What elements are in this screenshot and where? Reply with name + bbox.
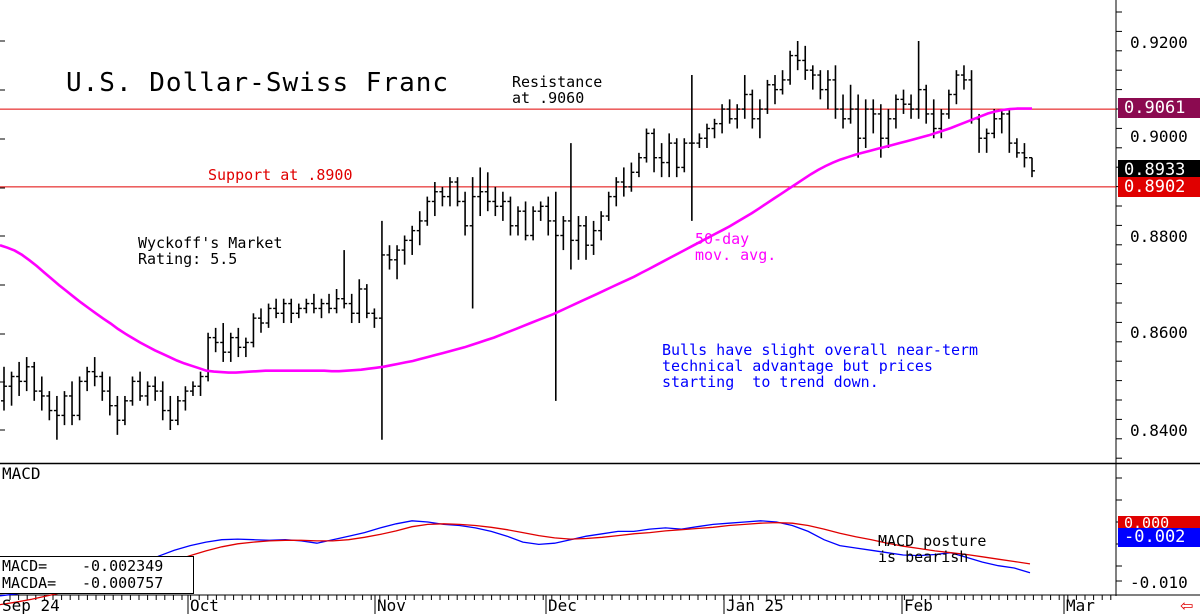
macd-y-tick-label: -0.010 [1130,573,1188,592]
macda-tag: 0.000 [1118,516,1200,531]
macda-readout-value: -0.000757 [82,574,164,592]
comment-annotation: Bulls have slight overall near-term tech… [662,341,979,391]
back-arrow-icon[interactable]: ⇦ [1180,596,1194,614]
ma-annotation: 50-day mov. avg. [695,230,777,264]
y-tick-label: 0.9200 [1130,33,1188,52]
x-axis-label: Dec [548,596,577,614]
x-axis-label: Jan 25 [726,596,784,614]
macd-readout-label: MACD= [2,557,48,575]
y-tick-label: 0.8400 [1130,421,1188,440]
y-tick-label: 0.8800 [1130,227,1188,246]
x-axis-label: Sep 24 [2,596,60,614]
macd-panel-title: MACD [2,464,41,483]
macd-readout-value: -0.002349 [82,557,164,575]
x-axis-label: Feb [904,596,933,614]
resistance-annotation: Resistance at .9060 [512,73,603,107]
support-annotation: Support at .8900 [208,166,353,184]
x-axis-label: Oct [190,596,219,614]
chart-title: U.S. Dollar-Swiss Franc [66,68,450,98]
macda-readout-label: MACDA= [2,574,57,592]
macd-line [0,520,1031,597]
x-axis-label: Mar [1066,596,1095,614]
moving-average-line [0,107,1032,374]
y-tick-label: 0.9000 [1130,127,1188,146]
price-tag-support: 0.8902 [1118,177,1200,197]
y-tick-label: 0.8600 [1130,323,1188,342]
price-tag-last: 0.8933 [1118,160,1200,180]
macd-annotation: MACD posture is bearish [878,532,987,566]
macd-readout-box: MACD= -0.002349 MACDA= -0.000757 [0,556,194,594]
rating-annotation: Wyckoff's Market Rating: 5.5 [138,234,283,268]
x-axis-label: Nov [377,596,406,614]
price-tag-ma: 0.9061 [1118,98,1200,118]
macd-tag: -0.002 [1118,528,1200,547]
